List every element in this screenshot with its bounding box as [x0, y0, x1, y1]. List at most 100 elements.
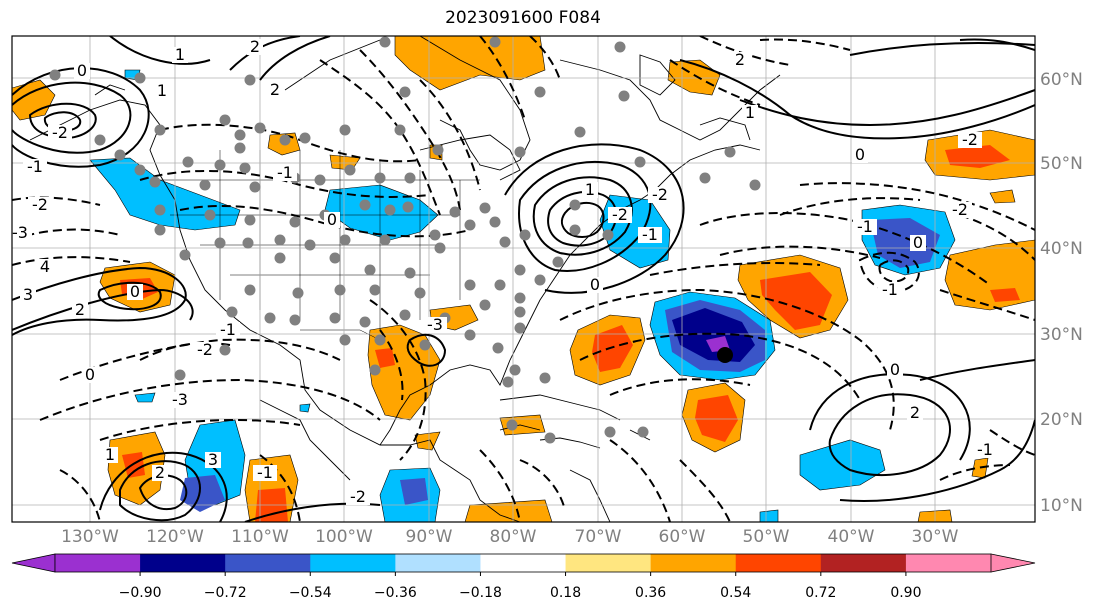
contour-label-bg: [742, 105, 758, 121]
longitude-label: 70°W: [575, 527, 622, 547]
contour-label-bg: [587, 277, 603, 293]
colorbar-tick-label: 0.18: [550, 585, 581, 601]
colorbar-tick-label: 0.90: [890, 585, 921, 601]
contour-label: 0: [130, 282, 140, 301]
colorbar-tick-label: −0.54: [289, 585, 332, 601]
longitude-label: 100°W: [315, 527, 373, 547]
contour-label: 2: [155, 463, 165, 482]
contour-label-bg: [878, 282, 902, 298]
contour-label: 3: [23, 285, 33, 304]
contour-label: 2: [270, 80, 280, 99]
contour-label-bg: [907, 405, 923, 421]
contour-label: 1: [745, 103, 755, 122]
colorbar-segment: [480, 554, 567, 572]
colorbar-segment: [140, 554, 226, 572]
longitude-label: 120°W: [146, 527, 204, 547]
contour-label-bg: [37, 259, 53, 275]
colorbar-tick-label: −0.72: [204, 585, 247, 601]
contour-label-bg: [958, 132, 982, 148]
contour-label: -1: [277, 163, 293, 182]
contour-label: 1: [105, 445, 115, 464]
contour-label-layer: 02-11-2-334021-10-2-323-2-110-1-221-2-3-…: [8, 37, 997, 506]
colorbar-tick-label: 0.36: [635, 585, 666, 601]
colorbar-tick-label: 0.54: [720, 585, 751, 601]
contour-label-bg: [910, 235, 926, 251]
colorbar-tick-label: −0.36: [374, 585, 417, 601]
contour-label-bg: [74, 63, 90, 79]
contour-label: 2: [735, 50, 745, 69]
longitude-label: 80°W: [490, 527, 537, 547]
contour-label-bg: [102, 447, 118, 463]
map-title: 2023091600 F084: [445, 8, 601, 28]
contour-label: -1: [977, 440, 993, 459]
contour-label: 2: [75, 300, 85, 319]
colorbar-segment: [55, 554, 141, 572]
colorbar-segment: [735, 554, 822, 572]
contour-label: 3: [208, 450, 218, 469]
longitude-label: 40°W: [828, 527, 875, 547]
contour-label-bg: [324, 212, 340, 228]
colorbar-tick-label: 0.72: [805, 585, 836, 601]
contour-label-bg: [852, 147, 868, 163]
contour-label-bg: [267, 82, 283, 98]
colorbar-segment: [650, 554, 737, 572]
contour-label-bg: [973, 442, 997, 458]
contour-label-bg: [172, 47, 188, 63]
contour-label: 0: [913, 233, 923, 252]
latitude-label: 40°N: [1040, 239, 1083, 259]
contour-label: 1: [175, 45, 185, 64]
colorbar-segment: [820, 554, 907, 572]
contour-label: 2: [910, 403, 920, 422]
cyclone-center-marker: [717, 347, 733, 363]
map-frame: [11, 35, 1036, 523]
colorbar-tick-label: −0.18: [459, 585, 502, 601]
longitude-labels: 130°W 120°W 110°W 100°W 90°W 80°W 70°W 60°W 50°W…: [61, 527, 959, 547]
colorbar-extend-low: [11, 553, 56, 573]
positive-anomaly-shading: [12, 36, 1035, 522]
contour-label-bg: [273, 165, 297, 181]
contour-label: 0: [890, 360, 900, 379]
contour-label: -2: [197, 340, 213, 359]
contour-label: 1: [157, 81, 167, 100]
latitude-label: 30°N: [1040, 325, 1083, 345]
contour-label: -2: [952, 200, 968, 219]
contour-label-bg: [28, 197, 52, 213]
contour-label: -1: [882, 280, 898, 299]
colorbar-segment: [565, 554, 652, 572]
contour-label-bg: [853, 219, 877, 235]
colorbar-outline: [54, 553, 992, 573]
contour-label: 1: [585, 180, 595, 199]
contour-label-bg: [948, 202, 972, 218]
longitude-label: 90°W: [406, 527, 453, 547]
contour-label: -1: [642, 225, 658, 244]
contour-label: -2: [612, 205, 628, 224]
contour-label-bg: [346, 489, 370, 505]
colorbar-extend-high: [990, 553, 1036, 573]
contour-label-bg: [247, 39, 263, 55]
colorbar-tick-label: −0.90: [119, 585, 162, 601]
longitude-label: 30°W: [912, 527, 959, 547]
latitude-labels: 60°N 50°N 40°N 30°N 20°N 10°N: [1040, 70, 1083, 516]
contour-label: -2: [32, 195, 48, 214]
contour-label-bg: [648, 187, 672, 203]
contour-label-bg: [48, 125, 72, 141]
contour-label: 4: [40, 257, 50, 276]
contour-label-bg: [168, 392, 192, 408]
latitude-label: 20°N: [1040, 410, 1083, 430]
colorbar-segment: [395, 554, 481, 572]
contour-label: -3: [172, 390, 188, 409]
longitude-label: 60°W: [659, 527, 706, 547]
contour-label-bg: [216, 322, 240, 338]
contour-label-bg: [423, 317, 447, 333]
contour-label-bg: [205, 452, 221, 468]
colorbar-segment: [225, 554, 311, 572]
contour-label: -1: [220, 320, 236, 339]
contour-label: -1: [27, 157, 43, 176]
contour-label: -2: [652, 185, 668, 204]
contour-label-bg: [253, 465, 277, 481]
negative-anomaly-shading: [89, 69, 956, 522]
contour-label: 0: [77, 61, 87, 80]
contour-label: -2: [962, 130, 978, 149]
contour-label: 0: [855, 145, 865, 164]
